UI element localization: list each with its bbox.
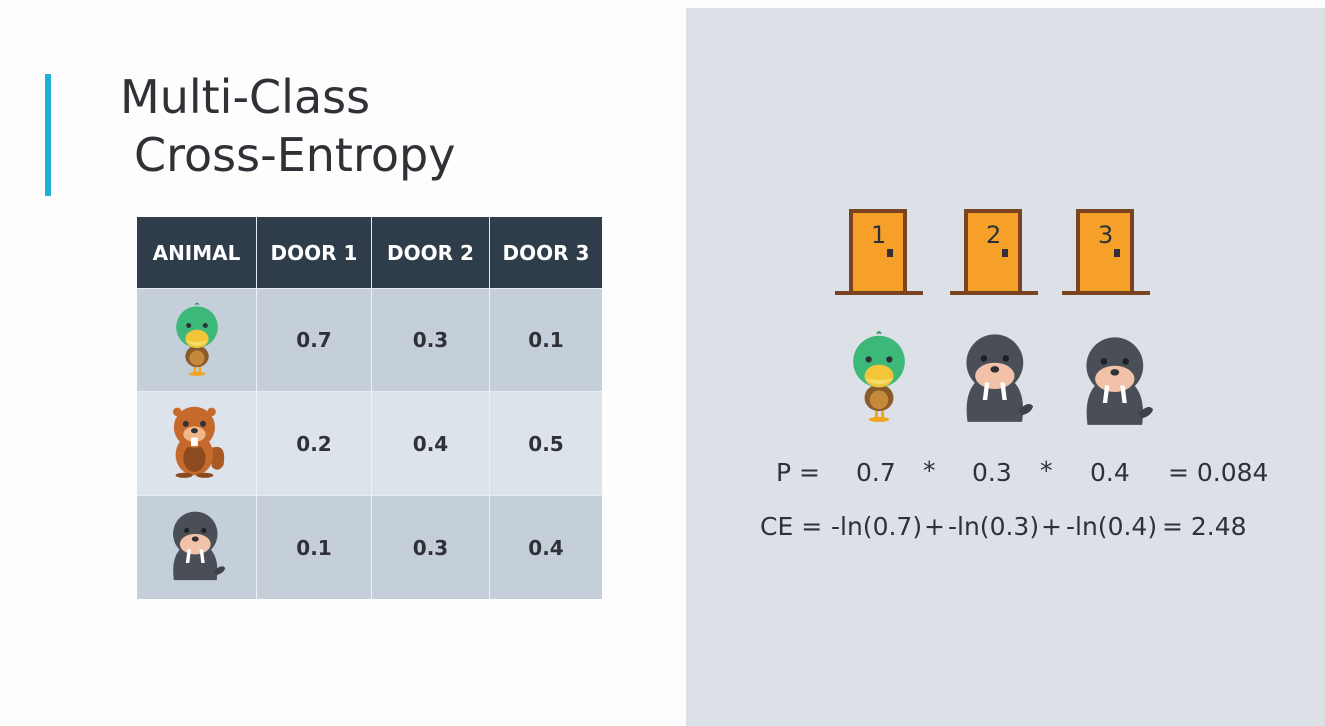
door-number: 1: [871, 221, 887, 249]
walrus-icon: [966, 334, 1034, 422]
title-line-2: Cross-Entropy: [134, 128, 456, 182]
p-multiply-2: *: [1040, 456, 1053, 485]
door-1-value: 0.1: [256, 495, 372, 599]
door-3-value: 0.5: [489, 391, 602, 496]
door-2-value: 0.3: [371, 288, 490, 392]
ce-plus-1: +: [924, 512, 945, 541]
animal-cell: [137, 495, 257, 599]
door-1: 1: [835, 207, 925, 301]
door-number: 2: [986, 221, 1002, 249]
beaver-icon: [172, 406, 224, 478]
title-line-1: Multi-Class: [120, 70, 371, 124]
door-1-value: 0.2: [256, 391, 372, 496]
header-door-2: DOOR 2: [371, 217, 490, 289]
door-1-value: 0.7: [256, 288, 372, 392]
header-animal: ANIMAL: [137, 217, 257, 289]
slide-title: Multi-Class Cross-Entropy: [120, 68, 455, 184]
table-row: 0.1 0.3 0.4: [137, 495, 602, 599]
doors-row: 1 2 3: [835, 207, 1155, 297]
p-value-3: 0.4: [1090, 458, 1130, 487]
animal-cell: [137, 288, 257, 392]
door-2: 2: [950, 207, 1040, 301]
header-door-1: DOOR 1: [256, 217, 372, 289]
p-result: = 0.084: [1168, 458, 1269, 487]
door-icon: [1062, 209, 1150, 295]
door-3: 3: [1062, 207, 1152, 301]
ce-label: CE =: [760, 512, 823, 541]
p-multiply-1: *: [923, 456, 936, 485]
table-row: 0.2 0.4 0.5: [137, 391, 602, 496]
ce-term-1: -ln(0.7): [831, 512, 923, 541]
header-door-3: DOOR 3: [489, 217, 602, 289]
door-icon: [835, 209, 923, 295]
ce-plus-2: +: [1041, 512, 1062, 541]
walrus-icon: [172, 511, 225, 581]
ce-term-3: -ln(0.4): [1066, 512, 1158, 541]
p-label: P =: [776, 458, 820, 487]
door-3-value: 0.1: [489, 288, 602, 392]
door-2-value: 0.4: [371, 391, 490, 496]
door-3-value: 0.4: [489, 495, 602, 599]
door-number: 3: [1098, 221, 1114, 249]
p-value-1: 0.7: [856, 458, 896, 487]
duck-icon: [175, 302, 218, 376]
animal-cell: [137, 391, 257, 496]
p-value-2: 0.3: [972, 458, 1012, 487]
title-accent-bar: [45, 74, 51, 196]
table-row: 0.7 0.3 0.1: [137, 288, 602, 392]
door-2-value: 0.3: [371, 495, 490, 599]
table-header-row: ANIMAL DOOR 1 DOOR 2 DOOR 3: [137, 217, 602, 289]
probability-table: ANIMAL DOOR 1 DOOR 2 DOOR 3: [137, 217, 602, 599]
ce-result: = 2.48: [1162, 512, 1247, 541]
duck-icon: [853, 331, 905, 423]
door-icon: [950, 209, 1038, 295]
walrus-icon: [1086, 337, 1154, 425]
ce-term-2: -ln(0.3): [948, 512, 1040, 541]
